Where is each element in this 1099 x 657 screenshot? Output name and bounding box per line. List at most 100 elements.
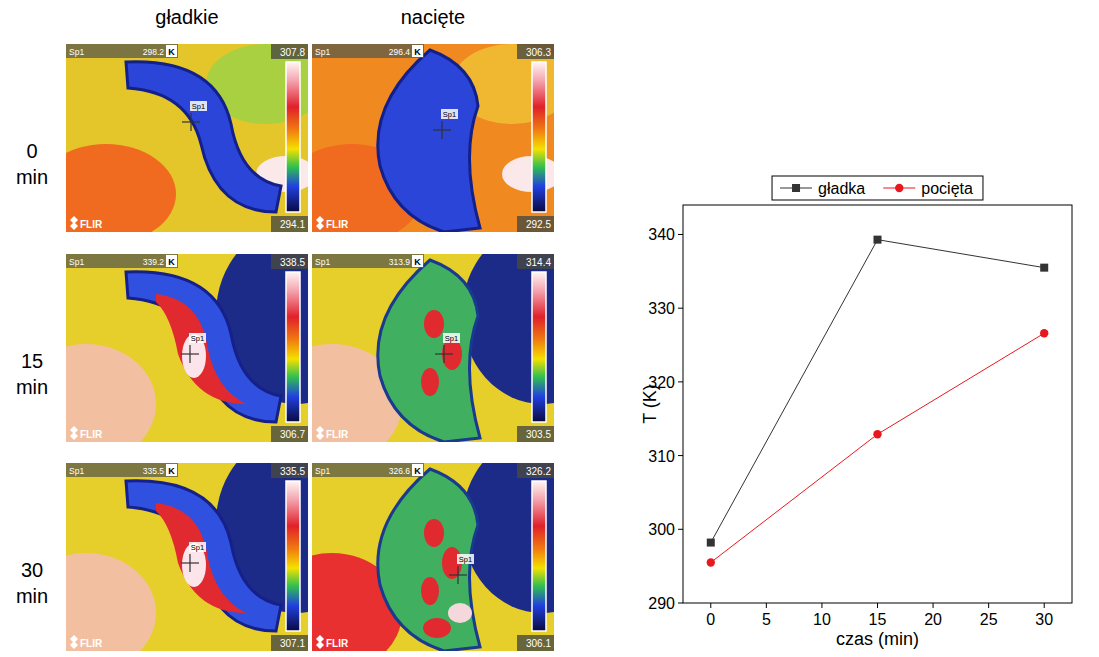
x-tick-label: 20 <box>924 611 942 628</box>
logo: FLIR <box>326 429 349 440</box>
sample <box>126 272 281 422</box>
logo-icon <box>316 635 324 649</box>
scale-min: 306.1 <box>526 638 551 649</box>
marker <box>707 558 715 566</box>
crosshair <box>443 345 444 363</box>
y-tick <box>678 381 683 382</box>
hot-area <box>421 368 439 396</box>
sample <box>126 62 281 212</box>
legend-label: pocięta <box>921 180 973 197</box>
x-tick <box>1044 603 1045 608</box>
hot-area <box>423 618 451 638</box>
hot-core <box>182 334 206 378</box>
spot-box-label: Sp1 <box>69 466 84 476</box>
crosshair <box>189 554 190 572</box>
scale-max-box <box>271 44 308 59</box>
hot-area <box>156 294 246 404</box>
row-label-line: min <box>16 376 48 398</box>
colorbar <box>532 62 546 212</box>
scale-max: 338.5 <box>280 257 305 268</box>
row-label-line: min <box>16 166 48 188</box>
x-tick <box>877 603 878 608</box>
spot-tag-bg <box>189 333 206 343</box>
logo: FLIR <box>326 219 349 230</box>
spot-box-label: Sp1 <box>315 257 330 267</box>
colorbar <box>286 62 300 212</box>
legend: gładka pocięta <box>772 176 983 200</box>
legend-box <box>772 176 983 200</box>
scale-max: 314.4 <box>526 257 551 268</box>
x-tick-label: 0 <box>706 611 715 628</box>
unit: K <box>168 466 175 476</box>
colorbar <box>286 272 300 422</box>
marker <box>1040 264 1048 272</box>
figure: gładkienacięte0min15min30minSp1Sp1298.2K… <box>0 0 1099 657</box>
scale-max-box <box>271 254 308 269</box>
x-tick-label: 30 <box>1035 611 1053 628</box>
spot-tag: Sp1 <box>459 555 472 564</box>
crosshair <box>441 121 442 139</box>
logo-icon <box>316 216 324 230</box>
hot-area <box>421 577 439 605</box>
row-label-line: min <box>16 585 48 607</box>
thermal-image: Sp1Sp1298.2K307.8294.1FLIR <box>36 44 326 244</box>
colorbar <box>286 481 300 631</box>
thermal-image: Sp1Sp1326.6K326.2306.1FLIR <box>262 433 622 657</box>
scale-min: 294.1 <box>280 219 305 230</box>
column-head: nacięte <box>401 6 466 28</box>
hot-core <box>182 543 206 587</box>
logo-icon <box>70 635 78 649</box>
spot-box <box>66 463 178 477</box>
thermal-image: Sp1Sp1296.4K306.3292.5FLIR <box>282 44 572 244</box>
spot-box <box>312 254 424 268</box>
logo: FLIR <box>80 219 103 230</box>
spot-tag: Sp1 <box>443 110 456 119</box>
scale-max-box <box>517 254 554 269</box>
series-line <box>711 240 1044 543</box>
scale-max-box <box>271 463 308 478</box>
thermal-scene <box>66 44 308 232</box>
scale-max: 306.3 <box>526 47 551 58</box>
spot-value: 296.4 <box>389 47 411 57</box>
row-label-line: 0 <box>26 140 37 162</box>
thermal-scene <box>66 254 308 442</box>
spot-tag: Sp1 <box>445 334 458 343</box>
crosshair <box>457 566 458 584</box>
row-label-line: 30 <box>21 559 43 581</box>
y-axis-title: T (K) <box>640 384 660 424</box>
unit: K <box>414 466 421 476</box>
spot-tag: Sp1 <box>191 543 204 552</box>
spot-value: 339.2 <box>143 257 165 267</box>
spot-tag-bg <box>443 333 460 343</box>
spot-box <box>66 44 178 58</box>
colorbar <box>532 272 546 422</box>
spot-value: 326.6 <box>389 466 411 476</box>
marker <box>874 236 882 244</box>
legend-label: gładka <box>818 180 865 197</box>
hot-area <box>156 503 246 613</box>
scale-min-box <box>517 216 554 232</box>
y-tick <box>678 603 683 604</box>
crosshair <box>189 345 190 363</box>
spot-value: 335.5 <box>143 466 165 476</box>
legend-marker <box>792 184 800 192</box>
unit: K <box>168 47 175 57</box>
hot-area <box>448 603 472 623</box>
unit: K <box>168 257 175 267</box>
legend-item: pocięta <box>883 180 973 197</box>
y-tick-label: 300 <box>648 521 675 538</box>
thermal-scene <box>312 254 554 442</box>
row-label: 15min <box>16 350 48 398</box>
x-tick <box>988 603 989 608</box>
unit: K <box>414 257 421 267</box>
scale-min-box <box>271 426 308 442</box>
logo: FLIR <box>80 638 103 649</box>
x-tick-label: 15 <box>869 611 887 628</box>
logo: FLIR <box>326 638 349 649</box>
unit-box <box>412 464 423 476</box>
x-tick <box>933 603 934 608</box>
unit-box <box>412 255 423 267</box>
thermal-scene <box>312 463 554 651</box>
scale-min-box <box>271 635 308 651</box>
sample <box>126 481 281 631</box>
